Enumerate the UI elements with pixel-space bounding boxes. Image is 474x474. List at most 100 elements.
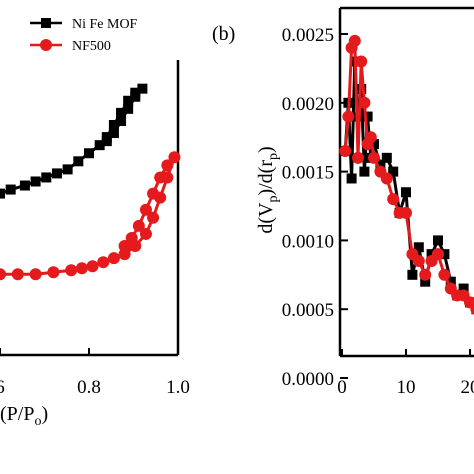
data-point-nf500 — [368, 151, 380, 164]
data-point-ni-fe-mof — [426, 249, 437, 260]
data-point-nf500 — [97, 256, 110, 269]
data-point-nf500 — [75, 262, 88, 275]
data-point-ni-fe-mof — [401, 187, 411, 198]
data-point-ni-fe-mof — [30, 176, 41, 187]
data-point-nf500 — [132, 219, 145, 232]
data-point-ni-fe-mof — [369, 139, 379, 150]
data-point-nf500 — [387, 193, 400, 206]
data-point-nf500 — [65, 264, 78, 277]
data-point-nf500 — [47, 266, 60, 279]
data-point-nf500 — [139, 227, 152, 240]
data-point-nf500 — [147, 187, 160, 200]
panel-b-y-tick-label: 0.0015 — [282, 163, 334, 184]
data-point-nf500 — [0, 268, 6, 281]
data-point-ni-fe-mof — [458, 283, 469, 294]
data-point-ni-fe-mof — [5, 184, 16, 195]
data-point-ni-fe-mof — [375, 159, 386, 170]
legend-marker-nf500 — [40, 39, 52, 51]
data-point-ni-fe-mof — [439, 249, 450, 260]
panel-b-y-tick-label: 0.0000 — [282, 369, 334, 390]
panel-a: 6 0.8 1.0 (P/Po) Ni Fe MOF NF500 — [0, 8, 190, 429]
data-point-nf500 — [168, 151, 181, 164]
panel-a-x-tick-label: 1.0 — [166, 377, 190, 398]
data-point-ni-fe-mof — [123, 95, 134, 106]
data-point-ni-fe-mof — [108, 119, 119, 130]
data-point-nf500 — [464, 296, 474, 309]
data-point-nf500 — [161, 159, 174, 172]
data-point-ni-fe-mof — [137, 83, 148, 94]
data-point-nf500 — [154, 171, 167, 184]
data-point-ni-fe-mof — [420, 276, 431, 287]
data-point-nf500 — [107, 252, 120, 265]
data-point-ni-fe-mof — [346, 173, 357, 184]
series-line-ni-fe-mof — [0, 87, 144, 196]
data-point-nf500 — [380, 172, 393, 185]
data-point-nf500 — [118, 240, 131, 253]
panel-b-y-tick-label: 0.0005 — [282, 300, 334, 321]
data-point-ni-fe-mof — [433, 235, 443, 246]
data-point-ni-fe-mof — [0, 188, 5, 199]
data-point-ni-fe-mof — [445, 276, 456, 287]
panel-b: (b) 0.0025 0.0020 0.0015 0.0010 0.0005 0.0000… — [212, 6, 474, 398]
data-point-ni-fe-mof — [19, 180, 30, 191]
legend-label-nf500: NF500 — [72, 39, 111, 54]
data-point-nf500 — [358, 96, 371, 109]
data-point-ni-fe-mof — [388, 166, 399, 177]
data-point-nf500 — [11, 268, 24, 281]
panel-b-y-tick-label: 0.0020 — [282, 94, 334, 115]
panel-a-x-axis-label: (P/Po) — [0, 403, 48, 429]
data-point-nf500 — [438, 268, 451, 281]
panel-b-x-tick-label: 10 — [397, 377, 416, 398]
panel-b-series-layer — [339, 34, 474, 315]
legend-marker-ni-fe-mof — [41, 18, 51, 28]
panel-b-y-tick-label: 0.0025 — [282, 25, 334, 46]
data-point-ni-fe-mof — [116, 107, 127, 118]
data-point-ni-fe-mof — [116, 115, 127, 126]
data-point-nf500 — [139, 203, 152, 216]
data-point-ni-fe-mof — [362, 111, 373, 122]
panel-b-x-ticks: 0 10 20 — [337, 349, 474, 398]
panel-a-x-tick-label: 6 — [0, 377, 5, 398]
panel-a-x-ticks — [0, 348, 179, 355]
data-point-ni-fe-mof — [73, 156, 84, 167]
data-point-nf500 — [355, 55, 368, 68]
panel-a-series-layer — [0, 83, 181, 281]
panel-b-x-tick-label: 0 — [337, 377, 347, 398]
data-point-nf500 — [147, 211, 160, 224]
data-point-nf500 — [364, 131, 377, 144]
data-point-ni-fe-mof — [62, 164, 73, 175]
data-point-ni-fe-mof — [51, 168, 62, 179]
data-point-ni-fe-mof — [108, 128, 119, 139]
panel-b-x-tick-label: 20 — [461, 377, 474, 398]
panel-b-y-tick-label: 0.0010 — [282, 231, 334, 252]
data-point-nf500 — [29, 268, 42, 281]
data-point-nf500 — [125, 231, 138, 244]
panel-a-x-tick-label: 0.8 — [77, 377, 101, 398]
data-point-ni-fe-mof — [123, 103, 134, 114]
data-point-nf500 — [419, 268, 432, 281]
legend: Ni Fe MOF NF500 — [22, 8, 184, 60]
data-point-nf500 — [339, 144, 352, 157]
data-point-ni-fe-mof — [101, 136, 112, 147]
data-point-nf500 — [86, 260, 99, 273]
data-point-ni-fe-mof — [381, 152, 392, 163]
legend-box — [22, 8, 184, 60]
data-point-nf500 — [412, 255, 425, 268]
data-point-nf500 — [400, 206, 412, 219]
panel-b-y-axis-label: d(Vp)/d(rp) — [255, 146, 281, 233]
data-point-nf500 — [470, 303, 474, 315]
data-point-ni-fe-mof — [359, 166, 370, 177]
data-point-ni-fe-mof — [413, 242, 424, 253]
data-point-ni-fe-mof — [130, 91, 141, 102]
data-point-nf500 — [348, 34, 361, 47]
data-point-nf500 — [432, 248, 444, 261]
data-point-ni-fe-mof — [407, 269, 418, 280]
panel-b-label: (b) — [212, 23, 235, 45]
legend-label-ni-fe-mof: Ni Fe MOF — [72, 17, 138, 32]
data-point-ni-fe-mof — [41, 172, 52, 183]
data-point-nf500 — [342, 110, 355, 123]
data-point-nf500 — [352, 151, 364, 164]
panel-b-y-ticks: 0.0025 0.0020 0.0015 0.0010 0.0005 0.0000 — [282, 25, 348, 390]
data-point-ni-fe-mof — [84, 148, 94, 159]
